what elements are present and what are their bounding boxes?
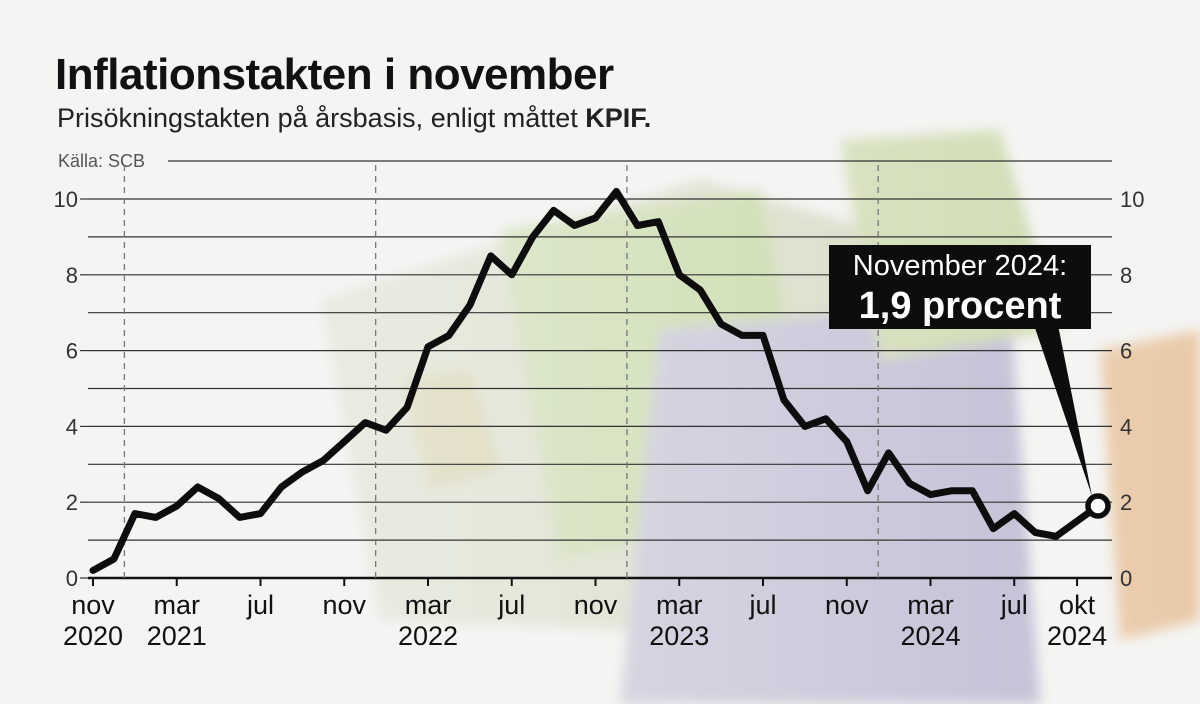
x-tick-label: jul [1000, 590, 1028, 620]
x-tick-year-label: 2020 [63, 621, 123, 651]
x-tick-label: mar [907, 590, 954, 620]
x-tick-label: okt [1059, 590, 1096, 620]
subtitle-emphasis: KPIF. [585, 103, 652, 133]
x-tick-label: jul [748, 590, 776, 620]
y-tick-label-right: 0 [1120, 566, 1132, 591]
chart-subtitle: Prisökningstakten på årsbasis, enligt må… [57, 103, 651, 134]
y-tick-label-right: 6 [1120, 339, 1132, 364]
annotation-wedge [1034, 325, 1092, 496]
x-tick-label: mar [154, 590, 201, 620]
y-axis-left: 0 2 4 6 8 10 [54, 187, 88, 591]
y-tick-label-right: 10 [1120, 187, 1144, 212]
x-tick-year-label: 2024 [900, 621, 960, 651]
x-tick-year-label: 2021 [147, 621, 207, 651]
chart-title: Inflationstakten i november [55, 50, 614, 99]
x-tick-label: mar [405, 590, 452, 620]
annotation-line1: November 2024: [852, 250, 1068, 282]
y-axis-right: 0 2 4 6 8 10 [1120, 187, 1144, 591]
series-line [89, 187, 1102, 574]
annotation-pointer [1034, 325, 1092, 496]
y-tick-label-right: 2 [1120, 490, 1132, 515]
annotation-line2: 1,9 procent [858, 285, 1062, 327]
y-tick-label-left: 2 [66, 490, 78, 515]
x-tick-label: jul [497, 590, 525, 620]
annotation-box: November 2024: 1,9 procent [829, 245, 1091, 329]
y-tick-label-left: 6 [66, 339, 78, 364]
x-tick-label: nov [71, 590, 115, 620]
y-tick-label-left: 0 [66, 566, 78, 591]
x-tick-year-label: 2022 [398, 621, 458, 651]
x-tick-year-label: 2024 [1047, 621, 1107, 651]
x-tick-year-label: 2023 [649, 621, 709, 651]
source-label: Källa: SCB [58, 151, 146, 171]
x-tick-label: nov [574, 590, 618, 620]
y-tick-label-left: 4 [66, 414, 78, 439]
x-tick-label: nov [322, 590, 366, 620]
highlight-point [1085, 493, 1111, 519]
year-boundary-lines [123, 165, 879, 578]
y-tick-label-left: 8 [66, 263, 78, 288]
x-tick-label: jul [246, 590, 274, 620]
y-tick-label-right: 8 [1120, 263, 1132, 288]
x-tick-label: mar [656, 590, 703, 620]
series-group [89, 187, 1111, 574]
x-tick-label: nov [825, 590, 869, 620]
subtitle-text: Prisökningstakten på årsbasis, enligt må… [57, 103, 586, 133]
y-tick-label-left: 10 [54, 187, 78, 212]
y-tick-label-right: 4 [1120, 414, 1132, 439]
